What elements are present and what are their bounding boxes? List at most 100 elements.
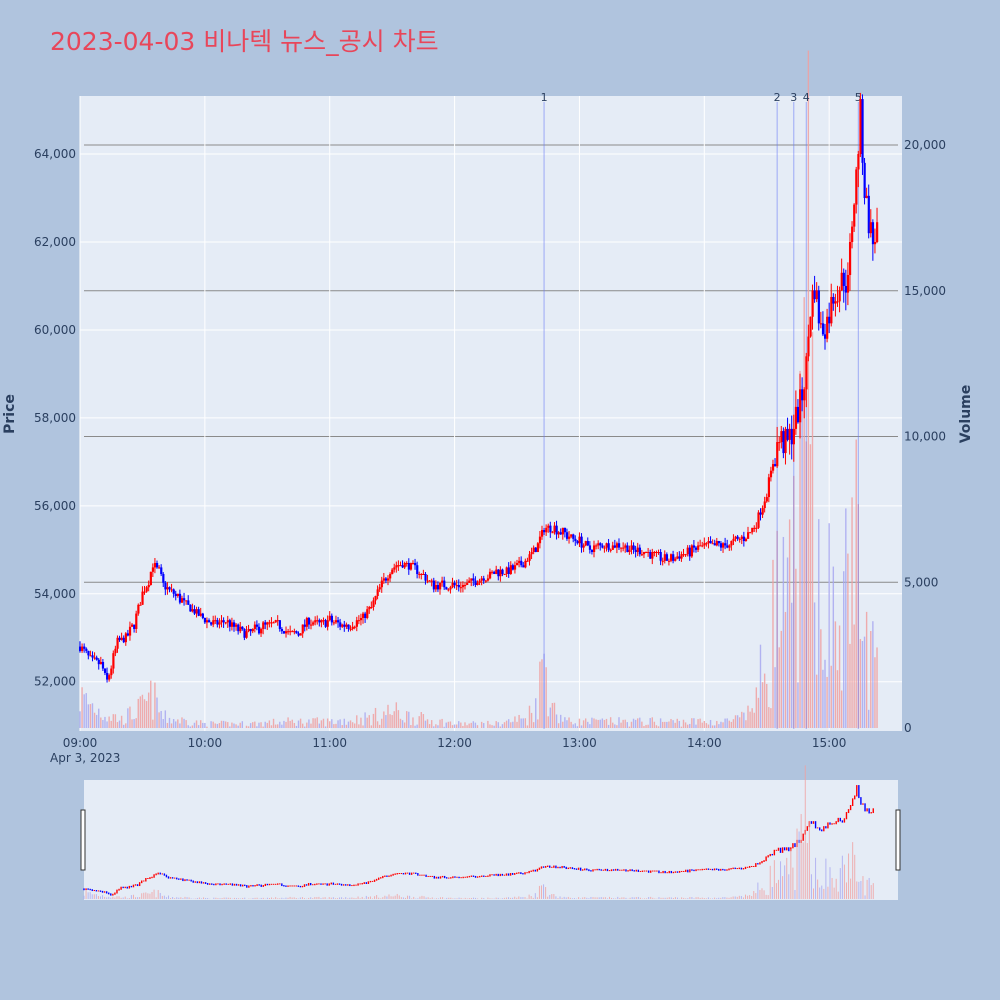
- mini-volume-bar: [534, 893, 536, 899]
- mini-volume-bar: [407, 895, 409, 899]
- mini-volume-bar: [198, 897, 200, 899]
- volume-bar: [91, 703, 94, 728]
- candle-body: [761, 508, 764, 515]
- volume-bar: [730, 721, 733, 728]
- volume-bar: [279, 721, 281, 728]
- volume-bar: [472, 721, 475, 728]
- candle-body: [824, 334, 827, 339]
- mini-volume-bar: [749, 895, 751, 899]
- candle-body: [555, 525, 558, 535]
- volume-bar: [843, 571, 845, 728]
- candle-body: [457, 585, 460, 588]
- mini-volume-bar: [716, 898, 718, 899]
- mini-volume-bar: [475, 897, 477, 899]
- candle-body: [532, 547, 535, 553]
- volume-bar: [510, 722, 512, 728]
- volume-bar: [483, 723, 485, 728]
- volume-bar: [406, 711, 408, 728]
- candle-body: [266, 622, 269, 625]
- mini-volume-bar: [207, 898, 209, 899]
- volume-bar: [734, 715, 737, 728]
- volume-bar: [258, 722, 260, 728]
- candle-body: [439, 582, 442, 590]
- candle-body: [830, 296, 833, 324]
- volume-bar: [514, 716, 516, 728]
- mini-volume-bar: [654, 898, 656, 899]
- mini-volume-bar: [108, 896, 110, 899]
- volume-bar: [699, 718, 701, 728]
- candle-body: [799, 389, 802, 423]
- volume-bar: [326, 718, 329, 728]
- candle-body: [110, 668, 113, 676]
- candle-body: [397, 565, 400, 567]
- mini-volume-bar: [545, 887, 547, 899]
- mini-volume-bar: [254, 897, 256, 899]
- mini-volume-bar: [817, 879, 819, 899]
- volume-bar: [512, 721, 514, 728]
- volume-bar: [401, 720, 404, 728]
- candle-body: [420, 574, 423, 576]
- volume-bar: [547, 716, 549, 728]
- volume-bar: [189, 726, 191, 728]
- volume-bar: [154, 682, 156, 728]
- volume-bar: [470, 722, 472, 728]
- price-tick-label: 54,000: [34, 587, 76, 601]
- candle-body: [357, 620, 361, 622]
- volume-bar: [566, 720, 568, 728]
- volume-bar: [197, 725, 200, 728]
- volume-bar: [801, 385, 803, 728]
- volume-bar: [387, 704, 389, 728]
- mini-volume-bar: [116, 896, 118, 899]
- volume-bar: [876, 647, 878, 728]
- mini-volume-bar: [310, 897, 312, 899]
- candle-body: [158, 567, 161, 569]
- volume-bar: [337, 720, 339, 728]
- volume-bar: [870, 631, 872, 728]
- mini-volume-bar: [244, 897, 246, 899]
- candle-body: [645, 552, 648, 554]
- candle-body: [89, 655, 92, 657]
- mini-volume-bar: [221, 898, 223, 899]
- candle-body: [815, 290, 818, 300]
- volume-bar: [468, 723, 470, 728]
- candle-body: [341, 624, 344, 627]
- candle-body: [661, 560, 664, 562]
- mini-volume-bar: [613, 898, 615, 899]
- candle-body: [657, 552, 660, 554]
- range-slider-background[interactable]: [84, 780, 898, 900]
- mini-volume-bar: [740, 895, 742, 899]
- volume-bar: [129, 706, 131, 728]
- range-slider-right-handle[interactable]: [895, 809, 901, 871]
- volume-bar: [283, 720, 285, 728]
- volume-bar: [674, 722, 676, 728]
- volume-bar: [83, 694, 85, 728]
- mini-volume-bar: [91, 894, 93, 899]
- candle-body: [682, 554, 685, 556]
- candle-body: [597, 543, 600, 546]
- mini-volume-bar: [235, 898, 237, 899]
- volume-bar: [849, 643, 851, 728]
- mini-volume-bar: [835, 878, 837, 899]
- candle-body: [314, 620, 317, 623]
- candle-body: [640, 554, 644, 556]
- candle-body: [780, 431, 783, 443]
- candle-body: [559, 532, 562, 535]
- volume-bar: [616, 725, 618, 728]
- mini-volume-bar: [600, 897, 602, 899]
- mini-volume-bar: [238, 898, 240, 899]
- mini-volume-bar: [790, 849, 792, 899]
- volume-bar: [686, 724, 689, 728]
- mini-volume-bar: [687, 898, 689, 899]
- candle-body: [461, 585, 465, 588]
- candle-body: [753, 527, 756, 529]
- volume-bar: [222, 720, 225, 728]
- mini-volume-bar: [268, 897, 270, 899]
- mini-volume-bar: [631, 897, 633, 899]
- range-slider-left-handle[interactable]: [80, 809, 86, 871]
- volume-bar: [599, 719, 601, 728]
- volume-bar: [164, 710, 167, 728]
- volume-bar: [711, 725, 714, 728]
- candle-body: [738, 538, 741, 540]
- mini-volume-bar: [514, 896, 516, 899]
- candle-body: [786, 428, 789, 440]
